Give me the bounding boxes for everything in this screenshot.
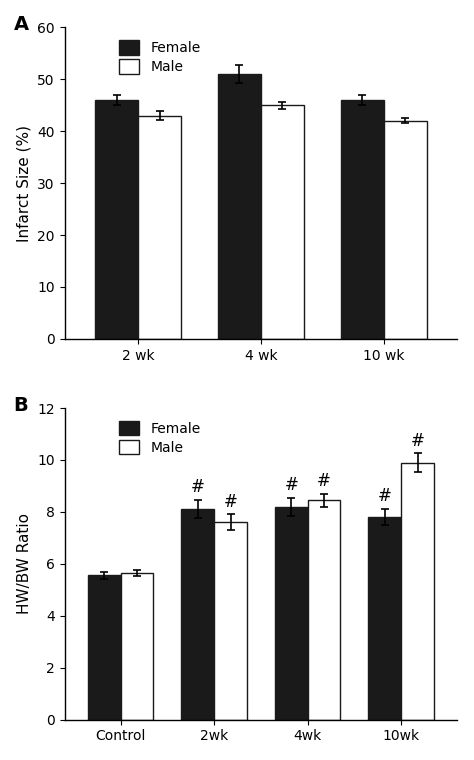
Bar (341, 100, 383, 339)
Bar (401, 463, 434, 720)
Text: #: # (224, 492, 237, 511)
Bar (138, 116, 181, 339)
Bar (261, 105, 304, 339)
Text: #: # (410, 432, 425, 450)
Bar (275, 507, 308, 720)
Legend: Female, Male: Female, Male (118, 40, 201, 74)
Bar (214, 522, 247, 720)
Text: #: # (284, 476, 298, 494)
Text: B: B (14, 395, 28, 414)
Bar (88, 575, 121, 720)
Text: #: # (317, 472, 331, 489)
Bar (368, 517, 401, 720)
Legend: Female, Male: Female, Male (118, 421, 201, 455)
Bar (182, 509, 214, 720)
Y-axis label: Infarct Size (%): Infarct Size (%) (17, 125, 32, 242)
Bar (383, 121, 427, 339)
Text: #: # (378, 487, 392, 505)
Bar (218, 74, 261, 339)
Y-axis label: HW/BW Ratio: HW/BW Ratio (17, 513, 32, 614)
Bar (308, 500, 340, 720)
Bar (121, 573, 154, 720)
Text: A: A (14, 15, 28, 34)
Text: #: # (191, 478, 205, 496)
Bar (95, 100, 138, 339)
